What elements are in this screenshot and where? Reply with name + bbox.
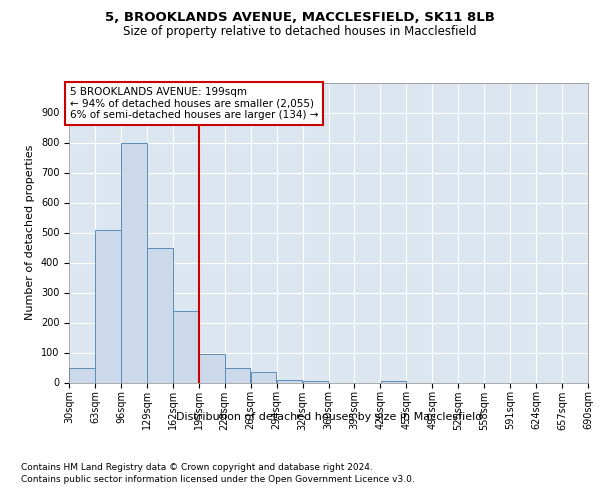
Bar [121,142,146,382]
Bar [69,368,95,382]
Text: 5 BROOKLANDS AVENUE: 199sqm
← 94% of detached houses are smaller (2,055)
6% of s: 5 BROOKLANDS AVENUE: 199sqm ← 94% of det… [70,87,318,120]
Bar [303,381,328,382]
Bar [251,372,277,382]
Y-axis label: Number of detached properties: Number of detached properties [25,145,35,320]
Bar [95,230,121,382]
Text: Contains HM Land Registry data © Crown copyright and database right 2024.: Contains HM Land Registry data © Crown c… [21,462,373,471]
Bar [225,368,250,382]
Text: 5, BROOKLANDS AVENUE, MACCLESFIELD, SK11 8LB: 5, BROOKLANDS AVENUE, MACCLESFIELD, SK11… [105,11,495,24]
Bar [147,248,173,382]
Bar [199,354,224,382]
Text: Distribution of detached houses by size in Macclesfield: Distribution of detached houses by size … [176,412,482,422]
Text: Contains public sector information licensed under the Open Government Licence v3: Contains public sector information licen… [21,475,415,484]
Bar [277,380,302,382]
Text: Size of property relative to detached houses in Macclesfield: Size of property relative to detached ho… [123,25,477,38]
Bar [380,381,406,382]
Bar [173,310,199,382]
